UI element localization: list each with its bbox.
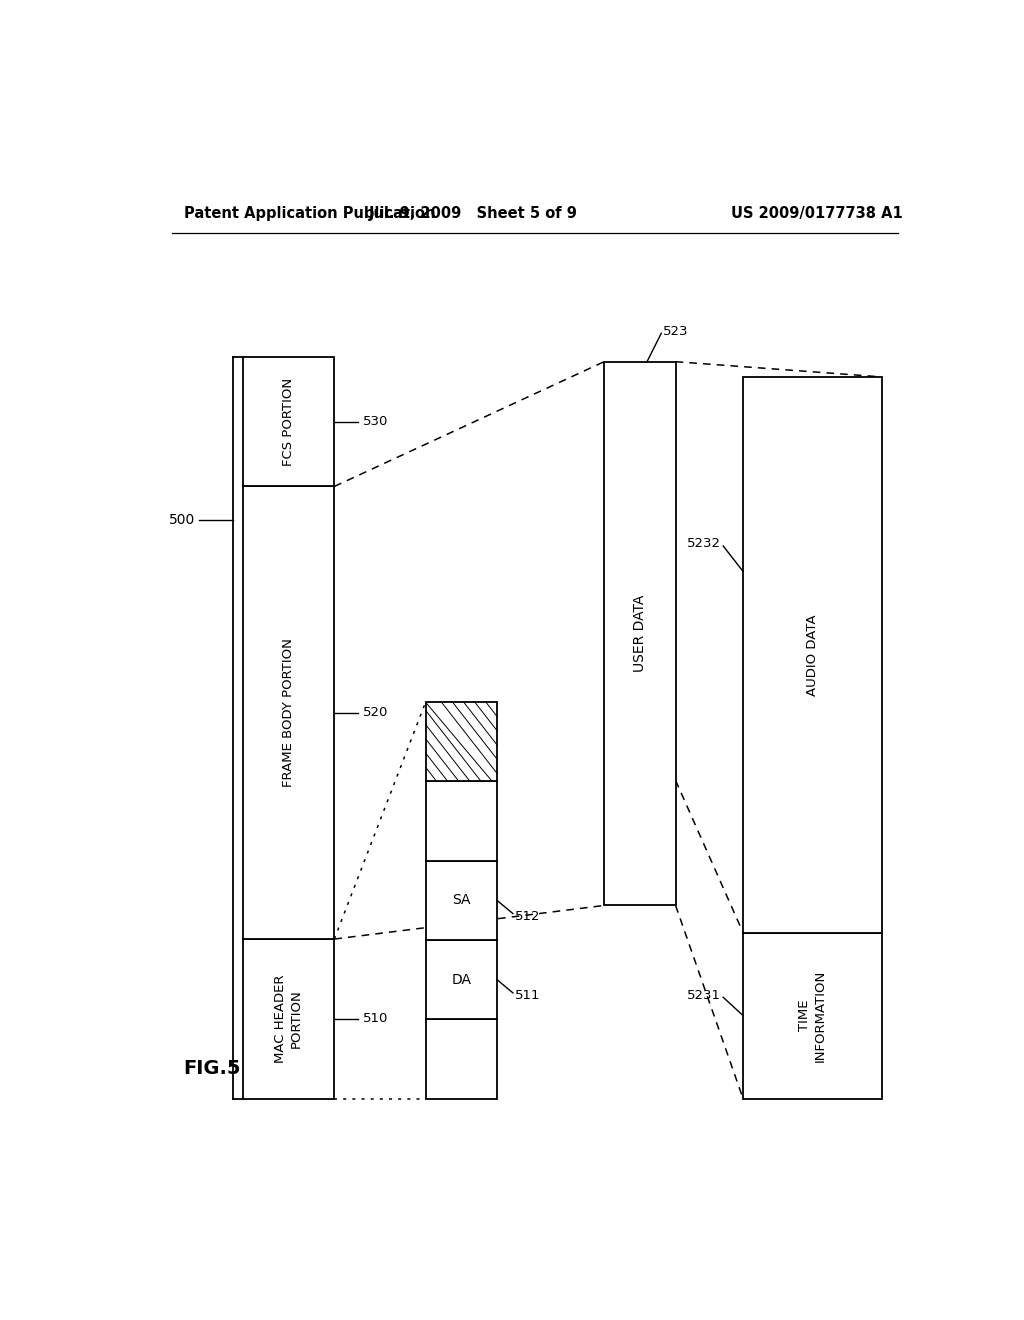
Bar [426, 702, 497, 781]
Bar [243, 939, 334, 1098]
Text: FIG.5: FIG.5 [183, 1059, 241, 1077]
Text: DA: DA [452, 973, 471, 986]
Bar [243, 356, 334, 487]
Text: MAC HEADER
PORTION: MAC HEADER PORTION [274, 974, 303, 1063]
Bar [604, 362, 676, 906]
Text: US 2009/0177738 A1: US 2009/0177738 A1 [731, 206, 903, 220]
Text: FRAME BODY PORTION: FRAME BODY PORTION [283, 639, 295, 787]
Bar [426, 781, 497, 861]
Bar [426, 940, 497, 1019]
Text: USER DATA: USER DATA [633, 595, 647, 672]
Bar [426, 1019, 497, 1098]
Text: Patent Application Publication: Patent Application Publication [183, 206, 435, 220]
Text: SA: SA [452, 894, 471, 907]
Text: 530: 530 [362, 414, 388, 428]
Text: 520: 520 [362, 706, 388, 719]
Bar [243, 487, 334, 939]
Text: 5232: 5232 [687, 537, 721, 550]
Text: 510: 510 [362, 1012, 388, 1026]
Text: Jul. 9, 2009   Sheet 5 of 9: Jul. 9, 2009 Sheet 5 of 9 [369, 206, 578, 220]
Bar [743, 933, 882, 1098]
Text: 500: 500 [169, 513, 196, 527]
Text: 523: 523 [663, 325, 688, 338]
Bar [426, 861, 497, 940]
Text: FCS PORTION: FCS PORTION [283, 378, 295, 466]
Text: AUDIO DATA: AUDIO DATA [806, 614, 819, 696]
Text: 511: 511 [515, 990, 541, 1002]
Text: TIME
INFORMATION: TIME INFORMATION [798, 969, 827, 1061]
Text: 5231: 5231 [687, 989, 721, 1002]
Text: 512: 512 [515, 909, 541, 923]
Bar [743, 378, 882, 933]
